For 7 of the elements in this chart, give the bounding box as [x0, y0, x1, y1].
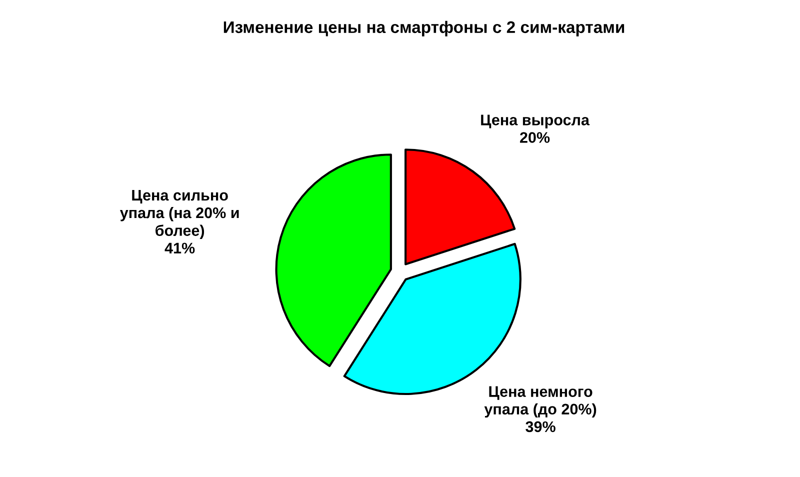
data-label: 41% — [164, 242, 195, 254]
data-label: 20% — [520, 132, 550, 143]
slice-label: Цена немного упала (до 20%) — [484, 386, 596, 418]
slice-label: Цена сильно упала (на 20% и более) — [120, 190, 239, 239]
chart-title: Изменение цены на смартфоны с 2 сим-картами — [224, 20, 624, 36]
slice-label: Цена выросла — [481, 114, 590, 128]
data-label: 39% — [526, 421, 556, 432]
